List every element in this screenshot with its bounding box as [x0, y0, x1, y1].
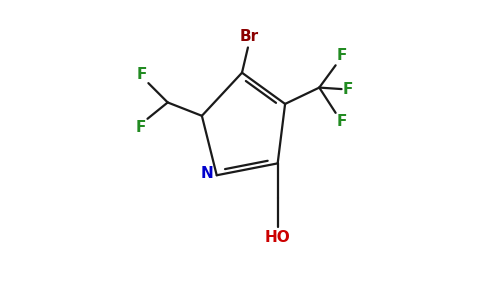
Text: F: F [343, 82, 353, 97]
Text: Br: Br [240, 29, 259, 44]
Text: N: N [201, 166, 214, 181]
Text: F: F [136, 67, 147, 82]
Text: HO: HO [265, 230, 290, 245]
Text: F: F [337, 114, 348, 129]
Text: F: F [337, 48, 348, 63]
Text: F: F [136, 120, 146, 135]
